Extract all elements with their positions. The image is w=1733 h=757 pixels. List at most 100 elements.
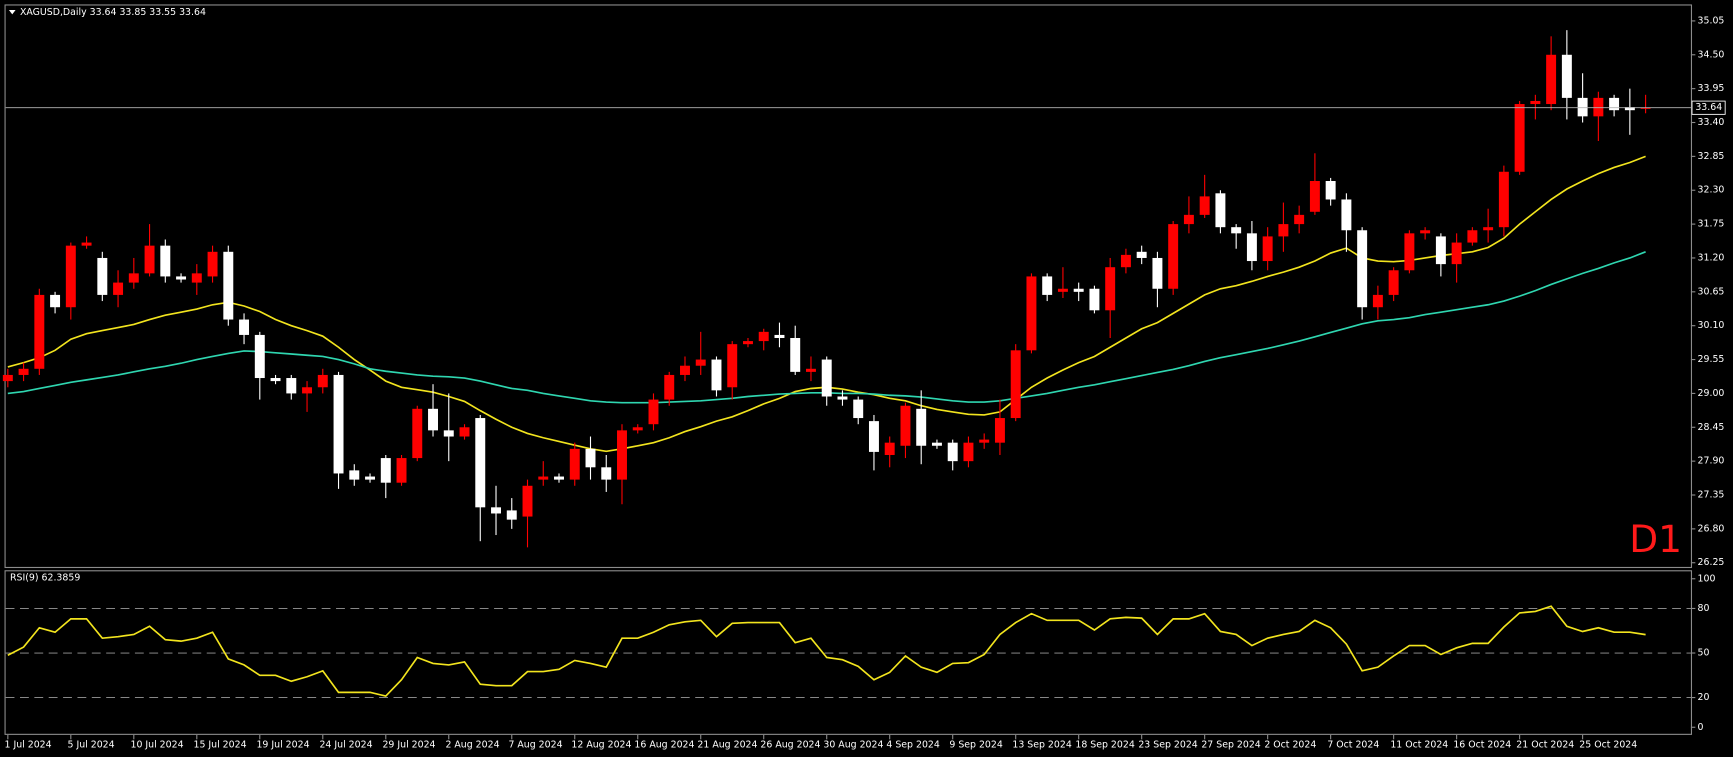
- candle-body: [1262, 236, 1273, 262]
- x-tick-label: 19 Jul 2024: [256, 739, 309, 750]
- candle-body: [617, 430, 627, 480]
- candle-body: [1404, 233, 1415, 271]
- candle-body: [648, 399, 659, 425]
- candle-body: [128, 273, 139, 283]
- candle-body: [191, 273, 202, 283]
- candle-body: [412, 408, 423, 459]
- candle-body: [380, 458, 391, 483]
- candle-body: [207, 251, 218, 277]
- timeframe-label: D1: [1629, 517, 1682, 561]
- candle-body: [947, 442, 958, 462]
- candle-body: [994, 418, 1005, 443]
- candle-body: [1514, 104, 1525, 172]
- y-tick-label: 50: [1698, 648, 1710, 659]
- candle-body: [254, 334, 265, 379]
- candle-body: [475, 418, 486, 508]
- candle-body: [239, 319, 250, 335]
- menu-triangle: [8, 9, 16, 15]
- candle-body: [317, 374, 328, 388]
- candle-body: [270, 378, 281, 382]
- candle-body: [538, 476, 549, 480]
- candle-body: [302, 387, 313, 394]
- candle-body: [554, 476, 564, 480]
- candle-body: [1498, 171, 1509, 228]
- y-tick-label: 33.95: [1698, 83, 1725, 94]
- candle-body: [1136, 251, 1147, 258]
- candle-body: [34, 294, 45, 369]
- price-tag: [1691, 100, 1726, 115]
- candle-body: [160, 245, 171, 277]
- x-tick-label: 21 Oct 2024: [1516, 739, 1574, 750]
- candle-body: [1026, 276, 1037, 351]
- x-tick-label: 18 Sep 2024: [1075, 739, 1134, 750]
- candle-body: [1577, 97, 1588, 117]
- candle-body: [1624, 107, 1635, 111]
- y-tick-label: 26.80: [1698, 523, 1725, 534]
- candle-body: [1199, 196, 1210, 215]
- candle-body: [506, 510, 517, 520]
- candle-body: [837, 396, 848, 400]
- candle-body: [1120, 254, 1131, 268]
- y-tick-label: 30.10: [1698, 320, 1725, 331]
- candle-body: [97, 257, 108, 295]
- candle-body: [1309, 181, 1320, 212]
- candle-body: [144, 245, 155, 274]
- candle-body: [2, 374, 13, 382]
- candle-body: [585, 448, 596, 468]
- candle-body: [916, 408, 927, 446]
- y-tick-label: 32.85: [1698, 151, 1725, 162]
- candle-body: [349, 470, 360, 480]
- candle-body: [333, 374, 344, 474]
- candle-body: [1294, 214, 1305, 225]
- candle-body: [853, 399, 864, 419]
- candle-body: [223, 251, 234, 320]
- candle-body: [868, 421, 879, 452]
- candle-body: [979, 439, 990, 443]
- candle-body: [18, 368, 29, 375]
- x-tick-label: 7 Aug 2024: [508, 739, 562, 750]
- y-tick-label: 20: [1698, 692, 1710, 703]
- x-tick-label: 23 Sep 2024: [1138, 739, 1197, 750]
- candle-body: [601, 467, 612, 480]
- candle-body: [727, 344, 738, 388]
- candle-body: [491, 507, 501, 514]
- x-tick-label: 11 Oct 2024: [1390, 739, 1448, 750]
- candle-body: [50, 294, 61, 308]
- chart-title: XAGUSD,Daily 33.64 33.85 33.55 33.64: [20, 7, 206, 18]
- candle-body: [1388, 270, 1399, 295]
- x-tick-label: 21 Aug 2024: [697, 739, 757, 750]
- x-tick-label: 7 Oct 2024: [1327, 739, 1379, 750]
- candle-body: [1451, 242, 1462, 265]
- y-tick-label: 33.40: [1698, 117, 1725, 128]
- candle-body: [1561, 54, 1572, 98]
- x-tick-label: 5 Jul 2024: [68, 739, 115, 750]
- x-tick-label: 30 Aug 2024: [823, 739, 883, 750]
- price-panel: [4, 4, 1693, 569]
- candle-body: [963, 442, 974, 462]
- candle-body: [774, 334, 785, 339]
- x-tick-label: 9 Sep 2024: [949, 739, 1002, 750]
- y-tick-label: 31.20: [1698, 252, 1725, 263]
- y-tick-label: 31.75: [1698, 219, 1725, 230]
- x-tick-label: 4 Sep 2024: [886, 739, 939, 750]
- candle-body: [1278, 224, 1289, 237]
- candle-body: [428, 408, 438, 431]
- candle-body: [443, 430, 454, 437]
- candle-body: [1231, 227, 1242, 234]
- candle-body: [1183, 214, 1194, 225]
- y-tick-label: 29.55: [1698, 354, 1725, 365]
- candle-body: [1372, 294, 1383, 308]
- candle-body: [805, 368, 816, 372]
- candle-body: [1105, 267, 1116, 311]
- candle-body: [176, 276, 187, 280]
- candle-body: [1357, 230, 1368, 308]
- candle-body: [286, 378, 297, 394]
- x-tick-label: 24 Jul 2024: [319, 739, 372, 750]
- y-tick-label: 34.50: [1698, 49, 1725, 60]
- y-tick-label: 32.30: [1698, 185, 1725, 196]
- candle-body: [459, 427, 470, 437]
- candle-body: [1593, 97, 1604, 117]
- candle-body: [1483, 227, 1494, 231]
- candle-body: [821, 359, 832, 397]
